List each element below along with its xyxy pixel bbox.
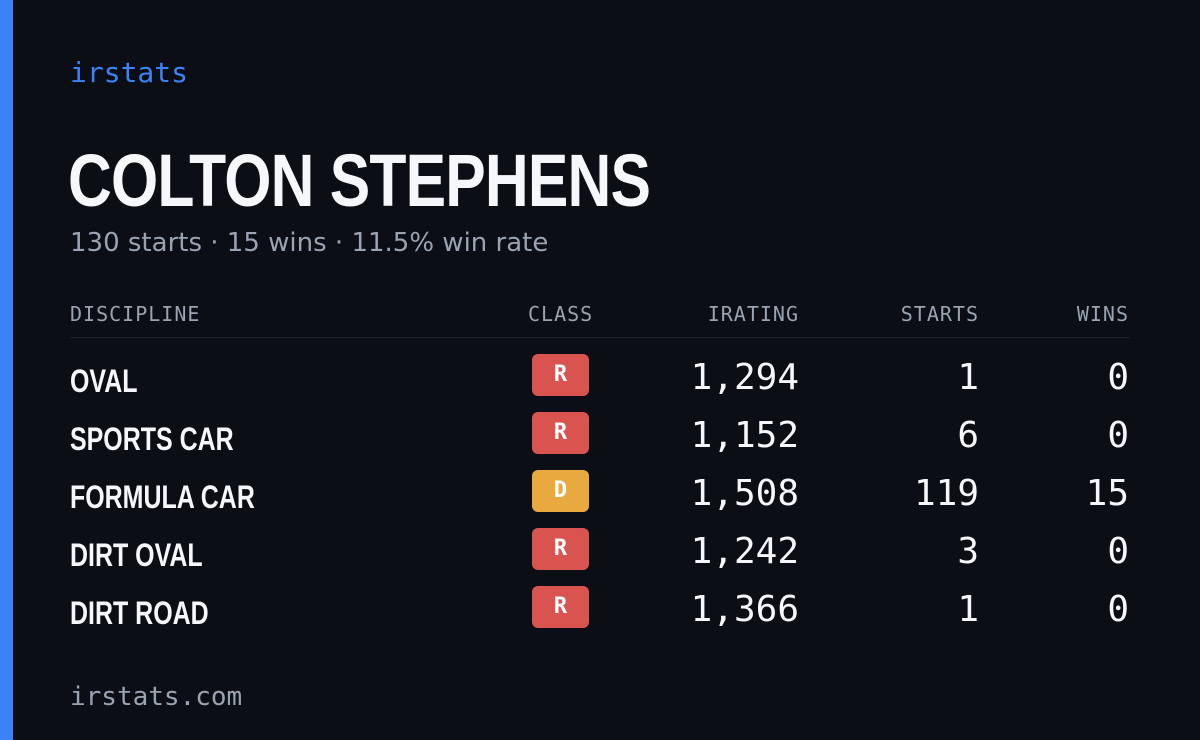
starts-value: 3 <box>957 531 979 572</box>
driver-name: COLTON STEPHENS <box>68 139 651 222</box>
header-starts: STARTS <box>900 302 979 326</box>
class-badge: R <box>532 412 589 454</box>
class-badge: R <box>532 354 589 396</box>
wins-value: 15 <box>1085 473 1129 514</box>
discipline-name: SPORTS CAR <box>70 421 234 457</box>
starts-value: 6 <box>957 415 979 456</box>
irating-value: 1,366 <box>690 589 799 630</box>
accent-bar <box>0 0 13 740</box>
starts-value: 1 <box>957 589 979 630</box>
wins-value: 0 <box>1107 415 1129 456</box>
class-badge: R <box>532 586 589 628</box>
brand-logo[interactable]: irstats <box>70 56 189 89</box>
class-badge: D <box>532 470 589 512</box>
footer-url[interactable]: irstats.com <box>70 682 243 712</box>
table-row: DIRT ROAD R 1,366 1 0 <box>70 579 1130 637</box>
wins-value: 0 <box>1107 531 1129 572</box>
irating-value: 1,294 <box>690 357 799 398</box>
header-irating: IRATING <box>707 302 799 326</box>
table-row: DIRT OVAL R 1,242 3 0 <box>70 521 1130 579</box>
header-class: CLASS <box>528 302 594 326</box>
driver-summary: 130 starts · 15 wins · 11.5% win rate <box>70 228 549 258</box>
discipline-name: DIRT OVAL <box>70 537 203 573</box>
irating-value: 1,508 <box>690 473 799 514</box>
table-row: SPORTS CAR R 1,152 6 0 <box>70 405 1130 463</box>
header-discipline: DISCIPLINE <box>70 302 201 326</box>
class-badge: R <box>532 528 589 570</box>
table-row: FORMULA CAR D 1,508 119 15 <box>70 463 1130 521</box>
irating-value: 1,152 <box>690 415 799 456</box>
wins-value: 0 <box>1107 589 1129 630</box>
table-row: OVAL R 1,294 1 0 <box>70 347 1130 405</box>
starts-value: 119 <box>913 473 979 514</box>
irating-value: 1,242 <box>690 531 799 572</box>
discipline-name: DIRT ROAD <box>70 595 209 631</box>
discipline-name: OVAL <box>70 363 138 399</box>
header-wins: WINS <box>1076 302 1129 326</box>
discipline-name: FORMULA CAR <box>70 479 255 515</box>
table-header: DISCIPLINE CLASS IRATING STARTS WINS <box>70 300 1130 338</box>
wins-value: 0 <box>1107 357 1129 398</box>
starts-value: 1 <box>957 357 979 398</box>
